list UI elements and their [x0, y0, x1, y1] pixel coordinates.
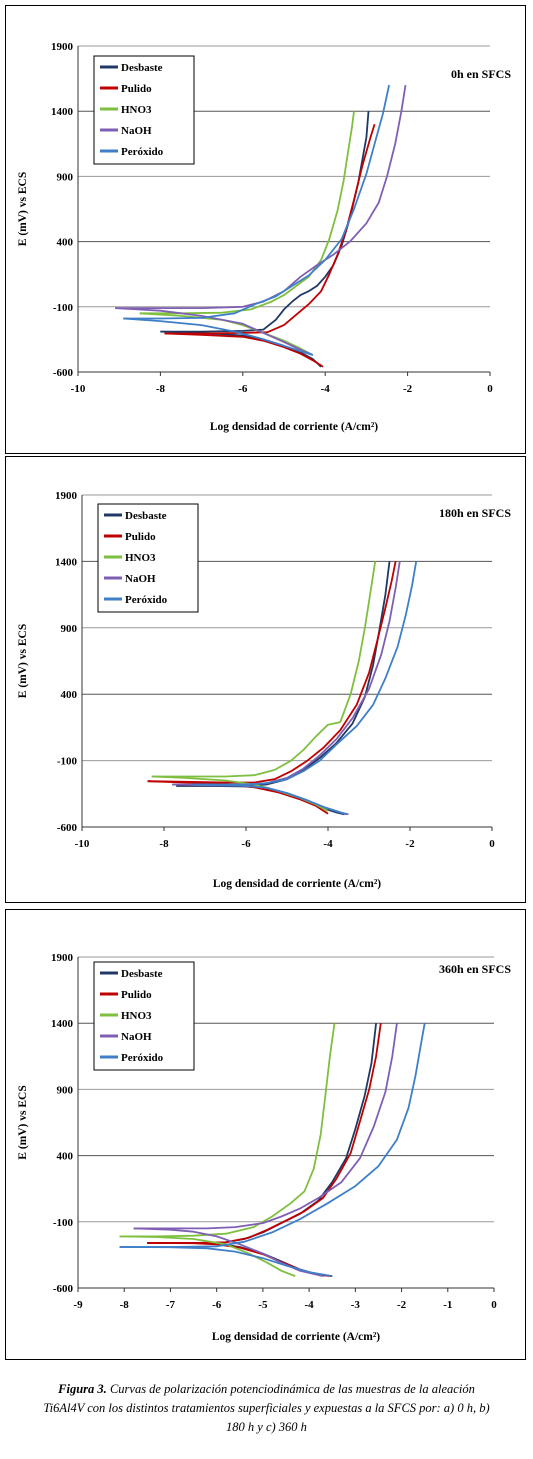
legend-label: Peróxido	[125, 594, 168, 606]
y-tick-label: -600	[57, 822, 78, 834]
y-tick-label: -100	[53, 1217, 74, 1229]
caption-label: Figura 3.	[58, 1382, 107, 1396]
series-line-cathodic	[192, 783, 347, 816]
x-tick-label: -8	[120, 1299, 130, 1311]
y-tick-label: 400	[57, 237, 74, 249]
y-tick-label: 1900	[51, 41, 74, 53]
series-line-anodic	[139, 111, 355, 315]
chart-title: 0h en SFCS	[451, 67, 511, 81]
caption-text: Curvas de polarización potenciodinámica …	[43, 1382, 490, 1434]
y-axis-label: E (mV) vs ECS	[17, 624, 29, 698]
x-tick-label: -10	[71, 383, 86, 395]
x-tick-label: -3	[351, 1299, 361, 1311]
legend-label: HNO3	[125, 552, 156, 564]
series-line-anodic	[151, 561, 377, 778]
legend-label: Desbaste	[121, 62, 163, 74]
legend-label: Peróxido	[121, 146, 164, 158]
series-line-cathodic	[164, 332, 324, 368]
legend-label: Peróxido	[121, 1052, 164, 1064]
x-axis-label: Log densidad de corriente (A/cm²)	[213, 878, 381, 890]
y-tick-label: 1900	[51, 952, 74, 964]
legend-label: NaOH	[121, 1031, 152, 1043]
x-tick-label: -6	[212, 1299, 222, 1311]
chart-360h: -600 -100 400 900 1400 1900 -9 -8 -7 -6 -5 -4 -3 -2 -1…	[17, 952, 511, 1343]
y-tick-label: -600	[53, 1283, 74, 1295]
y-axis-label: E (mV) vs ECS	[17, 1085, 29, 1159]
x-tick-label: -6	[241, 838, 251, 850]
x-tick-label: -8	[159, 838, 169, 850]
legend-label: HNO3	[121, 104, 152, 116]
y-tick-label: 900	[57, 1084, 74, 1096]
x-tick-label: -2	[403, 383, 413, 395]
series-line-anodic	[192, 561, 418, 786]
x-tick-label: -2	[397, 1299, 407, 1311]
series-line-anodic	[119, 1023, 336, 1238]
legend-label: HNO3	[121, 1010, 152, 1022]
x-tick-label: -4	[323, 838, 333, 850]
y-tick-label: 1900	[55, 490, 78, 502]
x-tick-label: -4	[321, 383, 331, 395]
x-tick-label: 0	[487, 383, 493, 395]
figure-caption: Figura 3. Curvas de polarización potenci…	[40, 1380, 493, 1437]
series-line-cathodic	[123, 317, 314, 356]
x-tick-label: -10	[75, 838, 90, 850]
x-tick-label: 0	[489, 838, 495, 850]
y-tick-label: -100	[53, 302, 74, 314]
y-tick-label: 400	[61, 689, 78, 701]
y-tick-label: 900	[61, 623, 78, 635]
chart-panel-0h: -600 -100 400 900 1400 1900 -10 -8 -6 -4 -2 0 Log de…	[5, 5, 526, 454]
series-line-cathodic	[115, 307, 314, 356]
series-line-cathodic	[119, 1235, 296, 1277]
series-line-anodic	[172, 561, 401, 786]
chart-title: 180h en SFCS	[439, 506, 511, 520]
chart-180h: -600 -100 400 900 1400 1900 -10 -8 -6 -4 -2 0 Log de…	[17, 490, 511, 890]
series-line-cathodic	[176, 784, 345, 816]
x-tick-label: -6	[238, 383, 248, 395]
y-tick-label: -600	[53, 367, 74, 379]
x-tick-label: -7	[166, 1299, 176, 1311]
legend-label: NaOH	[125, 573, 156, 585]
chart-panel-180h: -600 -100 400 900 1400 1900 -10 -8 -6 -4 -2 0 Log de…	[5, 456, 526, 903]
x-tick-label: 0	[491, 1299, 497, 1311]
series-line-anodic	[164, 123, 376, 335]
x-axis-label: Log densidad de corriente (A/cm²)	[212, 1331, 380, 1343]
chart-0h: -600 -100 400 900 1400 1900 -10 -8 -6 -4 -2 0 Log de…	[17, 41, 511, 433]
y-tick-label: 1400	[55, 556, 78, 568]
series-line-anodic	[176, 561, 391, 787]
x-tick-label: -1	[443, 1299, 452, 1311]
y-tick-label: 900	[57, 171, 74, 183]
legend-label: Pulido	[121, 989, 152, 1001]
x-tick-label: -2	[405, 838, 415, 850]
legend-label: Pulido	[121, 83, 152, 95]
legend-label: Pulido	[125, 531, 156, 543]
series-line-anodic	[133, 1023, 398, 1230]
y-axis-label: E (mV) vs ECS	[17, 172, 29, 246]
y-tick-label: 1400	[51, 106, 74, 118]
x-tick-label: -9	[73, 1299, 83, 1311]
x-tick-label: -5	[258, 1299, 268, 1311]
series-line-anodic	[123, 84, 390, 320]
legend-label: NaOH	[121, 125, 152, 137]
series-line-cathodic	[147, 780, 329, 815]
y-tick-label: -100	[57, 756, 78, 768]
chart-panel-360h: -600 -100 400 900 1400 1900 -9 -8 -7 -6 -5 -4 -3 -2 -1…	[5, 909, 526, 1360]
chart-title: 360h en SFCS	[439, 962, 511, 976]
x-tick-label: -8	[156, 383, 166, 395]
x-axis-label: Log densidad de corriente (A/cm²)	[210, 421, 378, 433]
legend-label: Desbaste	[125, 510, 167, 522]
y-tick-label: 1400	[51, 1018, 74, 1030]
series-line-cathodic	[119, 1246, 333, 1277]
y-tick-label: 400	[57, 1151, 74, 1163]
series-line-anodic	[119, 1023, 426, 1248]
legend-label: Desbaste	[121, 968, 163, 980]
x-tick-label: -4	[305, 1299, 315, 1311]
